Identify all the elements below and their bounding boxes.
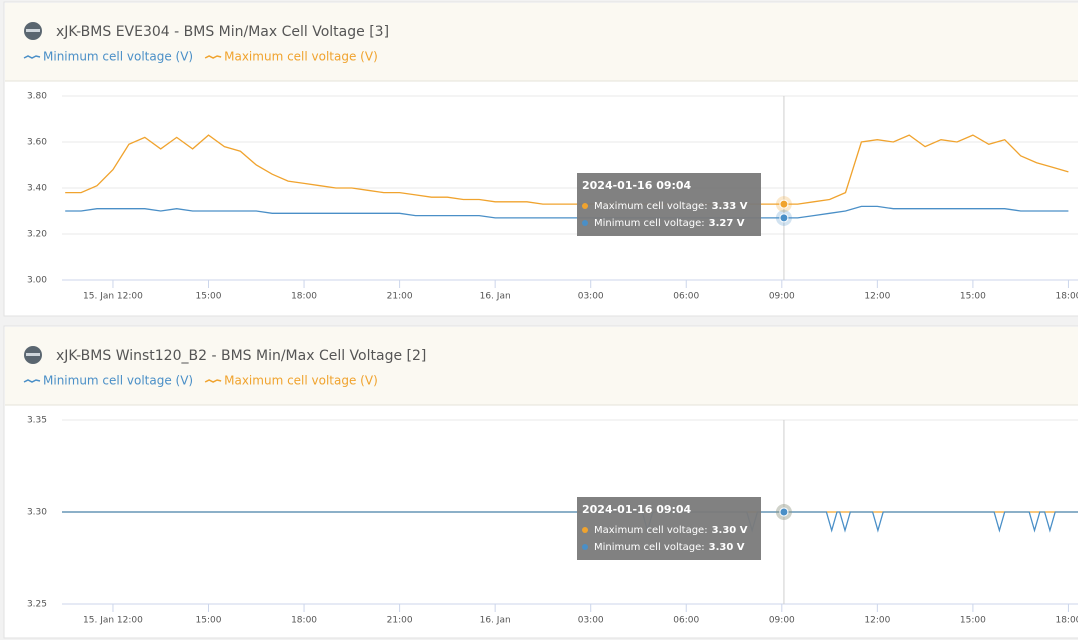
legend-label: Maximum cell voltage (V) bbox=[224, 50, 378, 64]
y-tick-label: 3.40 bbox=[27, 184, 47, 194]
x-tick-label: 15:00 bbox=[196, 616, 222, 626]
x-tick-label: 18:00 bbox=[291, 292, 317, 302]
series-line bbox=[65, 134, 1069, 205]
x-tick-label: 18:00 bbox=[1055, 616, 1078, 626]
x-tick-label: 15:00 bbox=[196, 292, 222, 302]
device-icon-detail bbox=[26, 353, 40, 356]
tooltip-value: 3.33 V bbox=[712, 201, 748, 212]
device-icon-detail bbox=[26, 29, 40, 32]
y-tick-label: 3.30 bbox=[27, 508, 47, 518]
tooltip-dot bbox=[582, 527, 588, 533]
x-tick-label: 06:00 bbox=[673, 292, 699, 302]
tooltip-dot bbox=[582, 203, 588, 209]
legend-label: Minimum cell voltage (V) bbox=[43, 50, 193, 64]
x-tick-label: 15. Jan 12:00 bbox=[83, 292, 143, 302]
tooltip-label: Minimum cell voltage: bbox=[594, 542, 705, 553]
tooltip-value: 3.27 V bbox=[709, 218, 745, 229]
y-tick-label: 3.00 bbox=[27, 276, 47, 286]
x-tick-label: 21:00 bbox=[387, 616, 413, 626]
hover-marker bbox=[779, 213, 789, 223]
legend-label: Maximum cell voltage (V) bbox=[224, 374, 378, 388]
x-tick-label: 15:00 bbox=[960, 292, 986, 302]
tooltip-label: Maximum cell voltage: bbox=[594, 201, 708, 212]
legend-label: Minimum cell voltage (V) bbox=[43, 374, 193, 388]
tooltip-label: Minimum cell voltage: bbox=[594, 218, 705, 229]
hover-marker bbox=[779, 199, 789, 209]
chart-panel: xJK-BMS EVE304 - BMS Min/Max Cell Voltag… bbox=[3, 1, 1078, 317]
chart-title: xJK-BMS Winst120_B2 - BMS Min/Max Cell V… bbox=[56, 348, 426, 364]
x-tick-label: 21:00 bbox=[387, 292, 413, 302]
x-tick-label: 06:00 bbox=[673, 616, 699, 626]
tooltip-label: Maximum cell voltage: bbox=[594, 525, 708, 536]
x-tick-label: 15:00 bbox=[960, 616, 986, 626]
x-tick-label: 16. Jan bbox=[480, 616, 511, 626]
tooltip-dot bbox=[582, 544, 588, 550]
legend-icon bbox=[204, 55, 222, 59]
chart-panel: xJK-BMS Winst120_B2 - BMS Min/Max Cell V… bbox=[3, 325, 1078, 639]
tooltip-value: 3.30 V bbox=[712, 525, 748, 536]
x-tick-label: 16. Jan bbox=[480, 292, 511, 302]
hover-marker bbox=[779, 507, 789, 517]
x-tick-label: 15. Jan 12:00 bbox=[83, 616, 143, 626]
legend-icon bbox=[23, 379, 41, 383]
x-tick-label: 03:00 bbox=[578, 292, 604, 302]
x-tick-label: 18:00 bbox=[291, 616, 317, 626]
panel-header bbox=[5, 3, 1078, 81]
tooltip-dot bbox=[582, 220, 588, 226]
panel-header bbox=[5, 327, 1078, 405]
y-tick-label: 3.60 bbox=[27, 138, 47, 148]
tooltip-box bbox=[577, 497, 761, 560]
y-tick-label: 3.20 bbox=[27, 230, 47, 240]
x-tick-label: 09:00 bbox=[769, 616, 795, 626]
legend-icon bbox=[204, 379, 222, 383]
y-tick-label: 3.80 bbox=[27, 92, 47, 102]
chart-title: xJK-BMS EVE304 - BMS Min/Max Cell Voltag… bbox=[56, 24, 389, 40]
y-tick-label: 3.35 bbox=[27, 416, 47, 426]
tooltip-value: 3.30 V bbox=[709, 542, 745, 553]
x-tick-label: 12:00 bbox=[864, 292, 890, 302]
tooltip-title: 2024-01-16 09:04 bbox=[582, 179, 692, 192]
legend-icon bbox=[23, 55, 41, 59]
x-tick-label: 09:00 bbox=[769, 292, 795, 302]
series-line bbox=[65, 205, 1069, 219]
x-tick-label: 12:00 bbox=[864, 616, 890, 626]
y-tick-label: 3.25 bbox=[27, 600, 47, 610]
tooltip-title: 2024-01-16 09:04 bbox=[582, 503, 692, 516]
tooltip-box bbox=[577, 173, 761, 236]
x-tick-label: 18:00 bbox=[1055, 292, 1078, 302]
x-tick-label: 03:00 bbox=[578, 616, 604, 626]
